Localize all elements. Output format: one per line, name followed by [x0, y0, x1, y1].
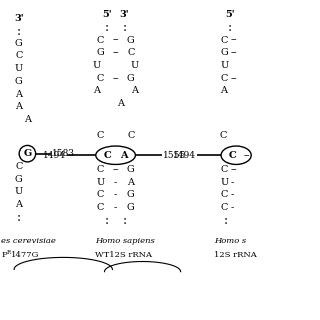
Text: A: A [120, 151, 127, 160]
Text: C: C [220, 203, 228, 212]
Text: C: C [97, 36, 104, 44]
Text: :: : [17, 25, 21, 38]
Text: --: -- [112, 74, 119, 83]
Text: G: G [127, 74, 135, 83]
Text: A: A [15, 90, 22, 99]
Text: 3': 3' [120, 10, 129, 19]
Text: :: : [224, 214, 228, 227]
Text: WT12S rRNA: WT12S rRNA [95, 251, 152, 259]
Text: -: - [114, 178, 117, 187]
Text: G: G [127, 36, 135, 44]
Text: A: A [131, 86, 138, 95]
Text: 1555: 1555 [163, 151, 187, 160]
Text: :: : [123, 21, 126, 34]
Text: --: -- [244, 151, 251, 160]
Text: U: U [15, 187, 23, 196]
Text: -: - [231, 203, 234, 212]
Text: C: C [97, 131, 104, 140]
Text: -: - [114, 190, 117, 199]
Text: 1494: 1494 [173, 151, 196, 160]
Text: G: G [127, 165, 135, 174]
Text: C: C [229, 151, 237, 160]
Text: U: U [131, 61, 139, 70]
Text: C: C [15, 52, 22, 60]
Text: C: C [127, 48, 134, 57]
Text: R: R [7, 251, 11, 255]
Text: C: C [127, 131, 134, 140]
Text: G: G [15, 39, 23, 48]
Text: G: G [97, 48, 104, 57]
Text: G: G [15, 77, 23, 86]
Text: 1494: 1494 [43, 151, 66, 160]
Text: C: C [97, 190, 104, 199]
Text: :: : [123, 214, 126, 227]
Text: A: A [117, 99, 124, 108]
Text: U: U [92, 61, 101, 70]
Text: G: G [220, 48, 228, 57]
Text: C: C [97, 165, 104, 174]
Text: 1583: 1583 [52, 149, 75, 158]
Text: G: G [15, 174, 23, 184]
Text: A: A [93, 86, 100, 95]
Text: C: C [220, 131, 227, 140]
Text: --: -- [112, 165, 119, 174]
Text: --: -- [231, 165, 237, 174]
Text: A: A [15, 200, 22, 209]
Text: C: C [220, 190, 228, 199]
Text: -: - [231, 190, 234, 199]
Text: --: -- [231, 48, 237, 57]
Text: --: -- [112, 48, 119, 57]
Text: 5': 5' [102, 10, 111, 19]
Text: --: -- [231, 74, 237, 83]
Text: C: C [220, 74, 228, 83]
Text: Homo sapiens: Homo sapiens [95, 237, 155, 245]
Text: -: - [231, 178, 234, 187]
Text: 12S rRNA: 12S rRNA [214, 251, 257, 259]
Text: G: G [127, 190, 135, 199]
Text: C: C [15, 162, 22, 171]
Text: C: C [220, 165, 228, 174]
Text: C: C [97, 74, 104, 83]
Text: :: : [228, 21, 232, 34]
Text: P: P [1, 251, 7, 259]
Text: U: U [15, 64, 23, 73]
Text: G: G [127, 203, 135, 212]
Text: C: C [104, 151, 112, 160]
Text: C: C [220, 36, 228, 44]
Text: :: : [17, 211, 21, 224]
Text: :: : [105, 21, 109, 34]
Text: es cerevisiae: es cerevisiae [1, 237, 56, 245]
Text: U: U [220, 178, 228, 187]
Text: --: -- [112, 36, 119, 44]
Text: U: U [220, 61, 228, 70]
Text: 1477G: 1477G [11, 251, 39, 259]
Text: -: - [114, 203, 117, 212]
Text: A: A [220, 86, 227, 95]
Text: C: C [97, 203, 104, 212]
Text: Homo s: Homo s [214, 237, 246, 245]
Text: A: A [24, 115, 31, 124]
Text: 3': 3' [14, 14, 24, 23]
Text: A: A [15, 102, 22, 111]
Text: G: G [23, 149, 32, 158]
Text: U: U [96, 178, 105, 187]
Text: --: -- [231, 36, 237, 44]
Text: A: A [127, 178, 134, 187]
Text: 5': 5' [225, 10, 235, 19]
Text: :: : [105, 214, 109, 227]
